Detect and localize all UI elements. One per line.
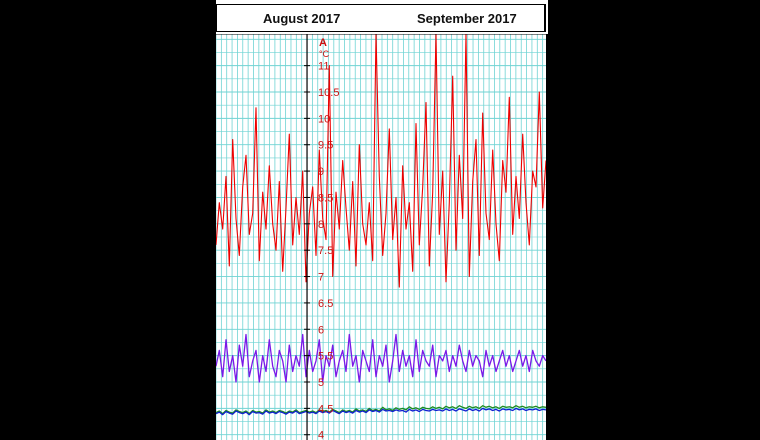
y-tick-label: 9 [318,166,324,178]
series-line-green [216,405,547,415]
y-axis: A°C 11 10.5 10 9.5 9 8.5 8 7.5 7 6.5 6 5.5 5 4.5 4 [304,37,339,440]
month-label-september: September 2017 [417,11,517,26]
y-tick-label: 6.5 [318,298,333,310]
y-tick-label: 7 [318,272,324,284]
y-tick-label: 10 [318,113,330,125]
chart-figure: August 2017 September 2017 A °C 11 10.5 10 9.… [216,0,548,440]
series-lines [216,34,547,416]
y-tick-label: 5.5 [318,351,333,363]
series-line-purple [216,333,547,383]
series-line-blue [216,407,547,416]
y-tick-label: 4.5 [318,403,333,415]
month-header: August 2017 September 2017 [216,4,546,32]
grid [216,34,548,440]
plot-area: A°C 11 10.5 10 9.5 9 8.5 8 7.5 7 6.5 6 5.5 5 4.5 4 [216,34,548,440]
y-tick-label: 7.5 [318,245,333,257]
y-tick-label: 8.5 [318,192,333,204]
y-tick-label: 9.5 [318,140,333,152]
y-tick-label: 5 [318,377,324,389]
y-tick-label: 4 [318,430,324,440]
y-tick-label: 10.5 [318,87,339,99]
month-label-august: August 2017 [263,11,341,26]
y-tick-label: 8 [318,219,324,231]
y-axis-unit: °C [319,49,330,59]
y-tick-label: 6 [318,324,324,336]
series-line-red [216,34,547,288]
y-axis-letter: A [319,37,327,49]
y-tick-label: 11 [318,61,329,73]
